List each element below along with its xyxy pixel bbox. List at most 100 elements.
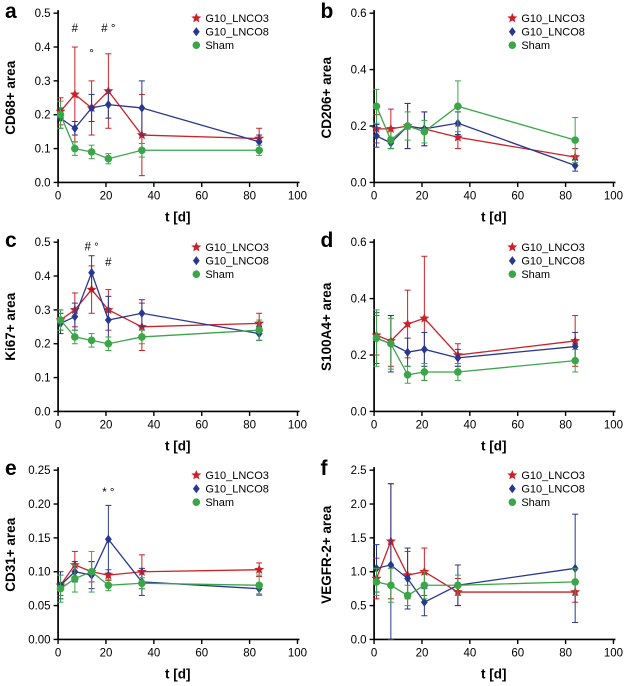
star-marker — [385, 123, 396, 134]
legend-label: Sham — [205, 269, 234, 281]
chart-s100a4: 0 20 40 60 80 100 0.0 0.2 0.4 0.6 t [d] S100A4+ are… — [319, 237, 623, 453]
panel-c-label: c — [5, 228, 17, 252]
y-tick-label: 0.5 — [35, 8, 51, 20]
star-marker — [452, 132, 463, 142]
legend-label: Sham — [205, 40, 234, 52]
circle-marker — [453, 581, 462, 590]
x-axis-title: t [d] — [481, 209, 507, 224]
circle-marker — [87, 148, 96, 156]
circle-marker — [192, 270, 201, 278]
y-tick-label: 0.5 — [35, 237, 51, 249]
legend-label: Sham — [205, 498, 234, 510]
circle-marker — [372, 333, 380, 342]
star-marker — [69, 89, 80, 99]
x-tick-label: 40 — [147, 648, 160, 660]
y-tick-label: 1.5 — [350, 533, 366, 545]
diamond-marker — [104, 534, 112, 545]
circle-marker — [192, 41, 201, 50]
legend-label: G10_LNCO3 — [205, 471, 269, 483]
x-tick-label: 60 — [511, 190, 524, 202]
circle-marker — [104, 339, 113, 348]
y-tick-label: 0.25 — [28, 466, 50, 478]
y-tick-label: 0.4 — [35, 42, 52, 54]
y-tick-label: 0.1 — [35, 372, 51, 384]
x-tick-label: 40 — [463, 190, 476, 202]
circle-marker — [56, 110, 65, 119]
legend-label: G10_LNCO3 — [205, 242, 269, 254]
legend-label: G10_LNCO8 — [205, 27, 269, 39]
x-tick-label: 100 — [603, 648, 622, 660]
circle-marker — [570, 578, 579, 587]
circle-marker — [453, 102, 462, 111]
circle-marker — [508, 41, 516, 50]
y-tick-label: 0.15 — [28, 533, 50, 545]
x-tick-label: 60 — [195, 190, 208, 202]
legend-label: G10_LNCO3 — [205, 13, 269, 25]
circle-marker — [138, 146, 146, 155]
y-tick-label: 0.10 — [28, 567, 50, 579]
series-G10_LNCO8 — [57, 254, 263, 344]
diamond-marker — [508, 484, 516, 494]
star-marker — [103, 570, 114, 580]
circle-marker — [104, 154, 113, 163]
y-tick-label: 0.0 — [350, 635, 366, 647]
diamond-marker — [88, 267, 96, 277]
y-tick-label: 0.3 — [35, 305, 51, 317]
legend-label: G10_LNCO8 — [521, 27, 585, 39]
x-axis-title: t [d] — [165, 667, 191, 682]
circle-marker — [71, 144, 79, 153]
panel-e-label: e — [5, 457, 17, 481]
axes: 0 20 40 60 80 100 0.00 0.05 0.10 0.15 0.20 0.25 — [28, 466, 307, 660]
y-tick-label: 0.0 — [35, 406, 51, 418]
circle-marker — [255, 326, 263, 334]
x-tick-label: 40 — [147, 190, 160, 202]
circle-marker — [138, 332, 146, 341]
x-tick-label: 80 — [243, 648, 256, 660]
axes: 0 20 40 60 80 100 0.0 0.1 0.2 0.3 0.4 0.5 — [35, 237, 307, 431]
circle-marker — [420, 127, 428, 136]
circle-marker — [386, 581, 395, 590]
significance-annotation: # ° — [101, 23, 115, 35]
chart-cd206: 0 20 40 60 80 100 0.0 0.2 0.4 0.6 t [d] CD206+ area… — [319, 8, 623, 224]
x-axis-title: t [d] — [481, 667, 507, 682]
panel-b-label: b — [320, 0, 334, 23]
diamond-marker — [403, 347, 411, 357]
x-tick-label: 60 — [511, 419, 524, 431]
circle-marker — [508, 270, 516, 278]
legend-label: G10_LNCO8 — [521, 484, 585, 496]
diamond-marker — [420, 597, 428, 608]
circle-marker — [56, 585, 65, 593]
panel-d: d 0 20 40 60 80 100 0.0 0.2 0.4 0.6 t [d] S100A4+ a… — [316, 229, 631, 458]
y-tick-label: 0.2 — [35, 110, 51, 122]
x-tick-label: 100 — [288, 419, 307, 431]
panel-a-label: a — [5, 0, 17, 23]
diamond-marker — [453, 352, 461, 363]
diamond-marker — [71, 311, 79, 321]
significance-annotation: * ° — [102, 487, 114, 499]
y-axis-title: CD31+ area — [3, 518, 18, 592]
axes: 0 20 40 60 80 100 0.0 0.2 0.4 0.6 — [350, 8, 622, 202]
series-G10_LNCO8 — [57, 80, 263, 150]
circle-marker — [87, 568, 96, 576]
y-tick-label: 0.0 — [35, 177, 51, 189]
x-tick-label: 100 — [603, 190, 622, 202]
series-Sham — [56, 551, 263, 604]
circle-marker — [87, 336, 96, 344]
chart-cd68: 0 20 40 60 80 100 0.0 0.1 0.2 0.3 0.4 0.5 t [d] CD68+… — [3, 8, 307, 224]
y-tick-label: 0.3 — [35, 76, 51, 88]
x-tick-label: 60 — [511, 648, 524, 660]
circle-marker — [570, 356, 579, 365]
diamond-marker — [508, 255, 516, 265]
y-tick-label: 0.6 — [350, 237, 366, 249]
series-Sham — [372, 80, 579, 164]
y-tick-label: 2.5 — [350, 466, 366, 478]
x-tick-label: 0 — [370, 419, 376, 431]
circle-marker — [386, 136, 395, 144]
star-marker — [506, 12, 517, 23]
circle-marker — [104, 581, 113, 590]
circle-marker — [420, 581, 428, 590]
y-tick-label: 0.6 — [350, 8, 366, 20]
